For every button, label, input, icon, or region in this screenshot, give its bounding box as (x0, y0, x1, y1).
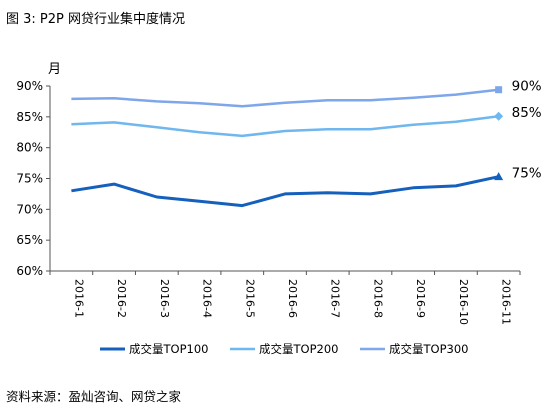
figure-title: 图 3: P2P 网贷行业集中度情况 (6, 12, 185, 27)
y-tick-label: 75% (16, 172, 43, 186)
legend-label: 成交量TOP100 (129, 342, 208, 356)
x-tick-label: 2016-8 (371, 279, 384, 318)
legend-label: 成交量TOP300 (389, 342, 468, 356)
x-tick-label: 2016-9 (414, 279, 427, 318)
series-lines (71, 88, 499, 208)
chart-legend: 成交量TOP100 成交量TOP200 成交量TOP300 (100, 342, 468, 356)
y-tick-label: 70% (16, 202, 43, 216)
x-tick-label: 2016-10 (457, 279, 470, 325)
legend-label: 成交量TOP200 (259, 342, 338, 356)
end-marker (494, 111, 504, 121)
series-line (71, 88, 499, 108)
x-axis-ticks: 2016-1 2016-2 2016-3 2016-4 2016-5 2016-6 2016… (49, 271, 521, 325)
source-note: 资料来源：盈灿咨询、网贷之家 (6, 389, 182, 404)
end-marker (495, 86, 503, 94)
y-tick-label: 85% (16, 110, 43, 124)
line-chart: 月 60%65%70%75%80%85%90% 2016-1 2016-2 2016… (16, 62, 542, 356)
series-line (71, 175, 499, 208)
y-axis-label: 月 (48, 62, 61, 77)
y-tick-label: 90% (16, 79, 43, 93)
y-tick-label: 65% (16, 233, 43, 247)
y-tick-label: 80% (16, 141, 43, 155)
x-tick-label: 2016-5 (243, 279, 256, 318)
x-tick-label: 2016-4 (201, 279, 214, 318)
chart-axes (49, 86, 520, 272)
series-line (71, 114, 499, 138)
series-end-labels: 75% 85% 90% (512, 79, 542, 182)
x-tick-label: 2016-11 (500, 279, 513, 325)
end-value-label: 90% (512, 79, 542, 95)
y-tick-label: 60% (16, 264, 43, 278)
end-value-label: 85% (512, 105, 542, 121)
y-axis-ticks: 60% 65% 70% 75% 80% 85% 90% (16, 79, 50, 278)
x-tick-label: 2016-1 (72, 279, 85, 318)
x-tick-label: 2016-6 (286, 279, 299, 318)
x-tick-label: 2016-7 (329, 279, 342, 318)
x-tick-label: 2016-3 (158, 279, 171, 318)
end-value-label: 75% (512, 166, 542, 182)
series-end-markers (494, 86, 504, 181)
end-marker (494, 172, 504, 181)
x-tick-label: 2016-2 (115, 279, 128, 318)
